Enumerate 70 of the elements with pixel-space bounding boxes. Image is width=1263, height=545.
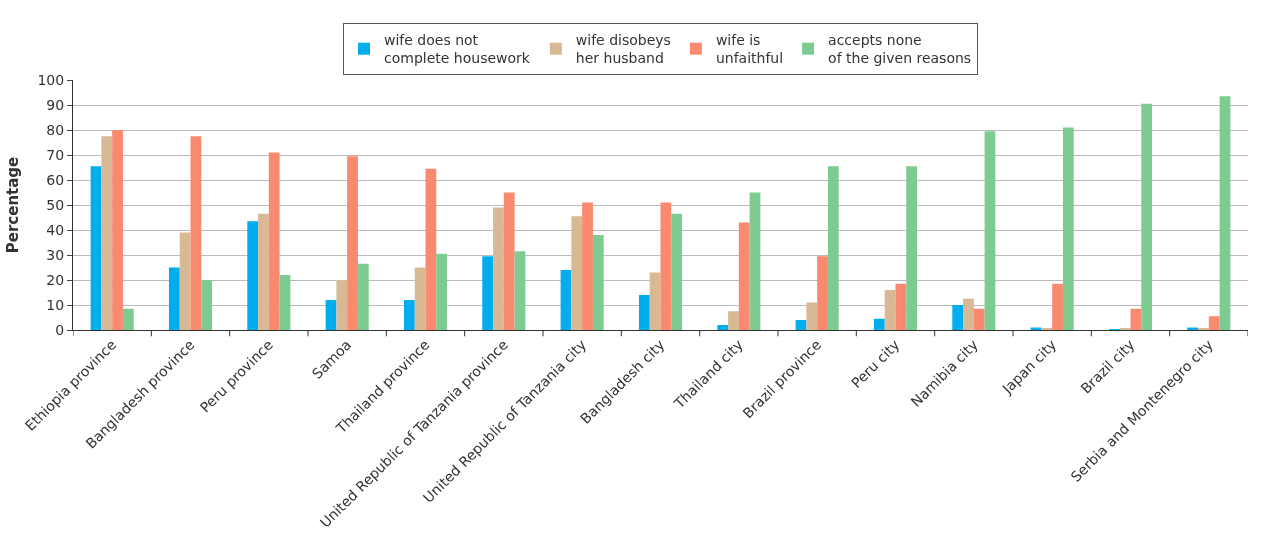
bar — [984, 131, 996, 330]
bar — [403, 300, 415, 330]
y-tick-label: 40 — [46, 221, 65, 238]
bar — [660, 202, 672, 330]
bar — [347, 156, 358, 330]
bar — [963, 298, 974, 330]
bar — [827, 166, 839, 330]
bar — [201, 280, 213, 330]
bar — [90, 166, 102, 330]
y-axis-title: Percentage — [3, 156, 22, 254]
bar — [1052, 283, 1063, 330]
bar — [1062, 127, 1074, 330]
y-tick-label: 10 — [46, 296, 65, 313]
bar — [168, 267, 180, 330]
bar — [101, 136, 113, 330]
bar — [728, 311, 739, 330]
bar — [336, 280, 348, 330]
bar — [482, 256, 494, 330]
legend-label: wife is unfaithful — [715, 32, 784, 67]
bar — [560, 270, 572, 330]
y-tick-label: 20 — [46, 271, 65, 288]
y-tick-label: 50 — [46, 196, 65, 213]
bar — [795, 320, 807, 330]
bar — [884, 290, 896, 330]
bar — [952, 305, 964, 330]
bar — [906, 166, 918, 330]
bar — [873, 318, 885, 330]
bar — [717, 325, 729, 330]
bar — [638, 295, 650, 330]
bar — [592, 235, 604, 330]
bar — [436, 253, 448, 330]
bar — [357, 263, 369, 330]
legend-label: accepts none of the given reasons — [828, 32, 972, 67]
bar — [582, 202, 593, 330]
bar — [122, 308, 134, 330]
bar — [1208, 316, 1220, 330]
bar — [514, 251, 526, 330]
bar — [493, 207, 504, 330]
bar — [1141, 103, 1153, 330]
y-tick-label: 70 — [46, 146, 65, 163]
y-tick-label: 80 — [46, 121, 65, 138]
bar — [325, 300, 337, 330]
bar — [749, 192, 761, 330]
y-tick-label: 100 — [37, 71, 65, 88]
bar — [268, 152, 280, 330]
bar — [414, 267, 426, 330]
bar — [425, 168, 437, 330]
bar — [671, 213, 683, 330]
bar — [247, 221, 259, 330]
bar — [571, 216, 583, 330]
bar — [817, 256, 828, 330]
bar — [258, 213, 269, 330]
bar — [503, 192, 515, 330]
bar — [895, 283, 907, 330]
legend-label: wife does not complete housework — [384, 32, 531, 67]
bar — [190, 136, 202, 330]
bar — [806, 302, 818, 330]
legend-label: wife disobeys her husband — [575, 32, 671, 67]
bar — [112, 130, 123, 330]
bar — [973, 308, 985, 330]
y-tick-label: 30 — [46, 246, 65, 263]
bar — [1219, 96, 1231, 330]
y-tick-label: 90 — [46, 96, 65, 113]
y-tick-label: 60 — [46, 171, 65, 188]
bar — [649, 272, 661, 330]
bar — [279, 275, 291, 330]
y-tick-label: 0 — [55, 321, 65, 338]
bar — [179, 232, 191, 330]
bar — [1130, 308, 1142, 330]
bar — [738, 222, 750, 330]
